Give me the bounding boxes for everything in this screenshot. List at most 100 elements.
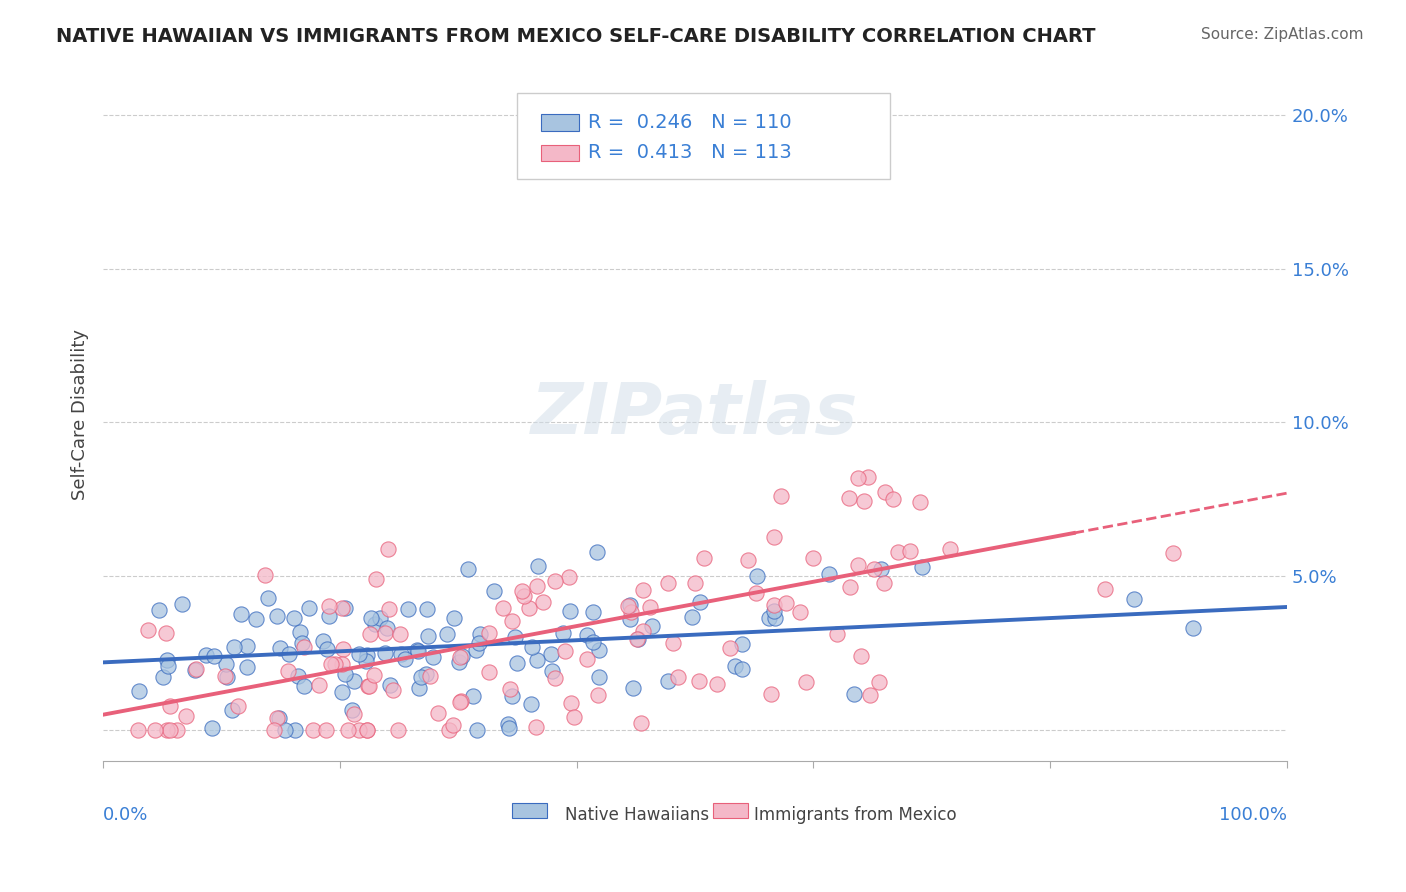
Point	[576, 628, 599, 642]
Point	[849, 649, 872, 664]
Point	[436, 627, 458, 641]
Point	[693, 551, 716, 566]
Point	[332, 601, 354, 615]
Point	[323, 657, 346, 671]
Point	[298, 601, 321, 615]
Point	[619, 612, 641, 626]
Text: Source: ZipAtlas.com: Source: ZipAtlas.com	[1201, 27, 1364, 42]
Point	[911, 560, 934, 574]
Point	[194, 648, 217, 663]
Point	[416, 602, 439, 616]
Text: 0.0%: 0.0%	[103, 805, 149, 824]
Point	[419, 669, 441, 683]
Point	[842, 687, 865, 701]
Point	[408, 681, 430, 695]
Point	[478, 626, 501, 640]
Point	[683, 576, 706, 591]
Point	[330, 657, 353, 672]
Point	[437, 723, 460, 737]
Point	[657, 576, 679, 591]
Point	[801, 551, 824, 566]
Point	[853, 493, 876, 508]
Point	[838, 491, 860, 506]
Point	[406, 644, 429, 658]
Point	[464, 643, 486, 657]
Point	[156, 723, 179, 737]
Point	[558, 604, 581, 618]
Point	[633, 624, 655, 639]
Point	[155, 625, 177, 640]
Text: Immigrants from Mexico: Immigrants from Mexico	[754, 805, 957, 824]
Point	[394, 652, 416, 666]
Point	[389, 627, 412, 641]
Point	[641, 619, 664, 633]
Point	[626, 632, 648, 647]
Point	[501, 615, 523, 629]
Point	[229, 607, 252, 622]
Y-axis label: Self-Care Disability: Self-Care Disability	[72, 329, 89, 500]
Point	[859, 688, 882, 702]
Point	[343, 706, 366, 721]
Point	[381, 682, 404, 697]
Point	[882, 491, 904, 506]
Point	[152, 670, 174, 684]
Point	[689, 595, 711, 609]
Point	[202, 649, 225, 664]
Point	[520, 697, 543, 711]
FancyBboxPatch shape	[713, 803, 748, 818]
Point	[274, 723, 297, 737]
Point	[174, 709, 197, 723]
Point	[758, 611, 780, 625]
Point	[363, 667, 385, 681]
Point	[389, 647, 412, 661]
Point	[427, 706, 450, 720]
Point	[450, 694, 472, 708]
Point	[347, 723, 370, 737]
Point	[288, 625, 311, 640]
Point	[127, 723, 149, 737]
Point	[467, 636, 489, 650]
Point	[554, 643, 576, 657]
Point	[159, 699, 181, 714]
Point	[588, 688, 610, 702]
Point	[364, 616, 387, 631]
Point	[443, 611, 465, 625]
Point	[688, 674, 710, 689]
Point	[370, 611, 392, 625]
Point	[236, 660, 259, 674]
Point	[873, 484, 896, 499]
Point	[340, 703, 363, 717]
Point	[359, 626, 381, 640]
Point	[398, 602, 420, 616]
Point	[336, 723, 359, 737]
Point	[284, 723, 307, 737]
Point	[887, 545, 910, 559]
Text: R =  0.246   N = 110: R = 0.246 N = 110	[589, 113, 792, 132]
Point	[544, 574, 567, 588]
FancyBboxPatch shape	[512, 803, 547, 818]
FancyBboxPatch shape	[541, 114, 579, 131]
Point	[496, 716, 519, 731]
Point	[520, 640, 543, 654]
Point	[159, 723, 181, 737]
Point	[356, 723, 378, 737]
Point	[560, 696, 582, 710]
Point	[762, 604, 785, 618]
Point	[582, 635, 605, 649]
Point	[1094, 582, 1116, 596]
Point	[411, 670, 433, 684]
Point	[526, 653, 548, 667]
Point	[839, 580, 862, 594]
Point	[387, 723, 409, 737]
Point	[1181, 621, 1204, 635]
Point	[266, 609, 288, 624]
Point	[457, 562, 479, 576]
Point	[939, 542, 962, 557]
Point	[640, 599, 662, 614]
Point	[745, 569, 768, 583]
Point	[377, 542, 399, 557]
Point	[318, 599, 340, 614]
Point	[375, 621, 398, 635]
Point	[762, 598, 785, 612]
Point	[166, 723, 188, 737]
